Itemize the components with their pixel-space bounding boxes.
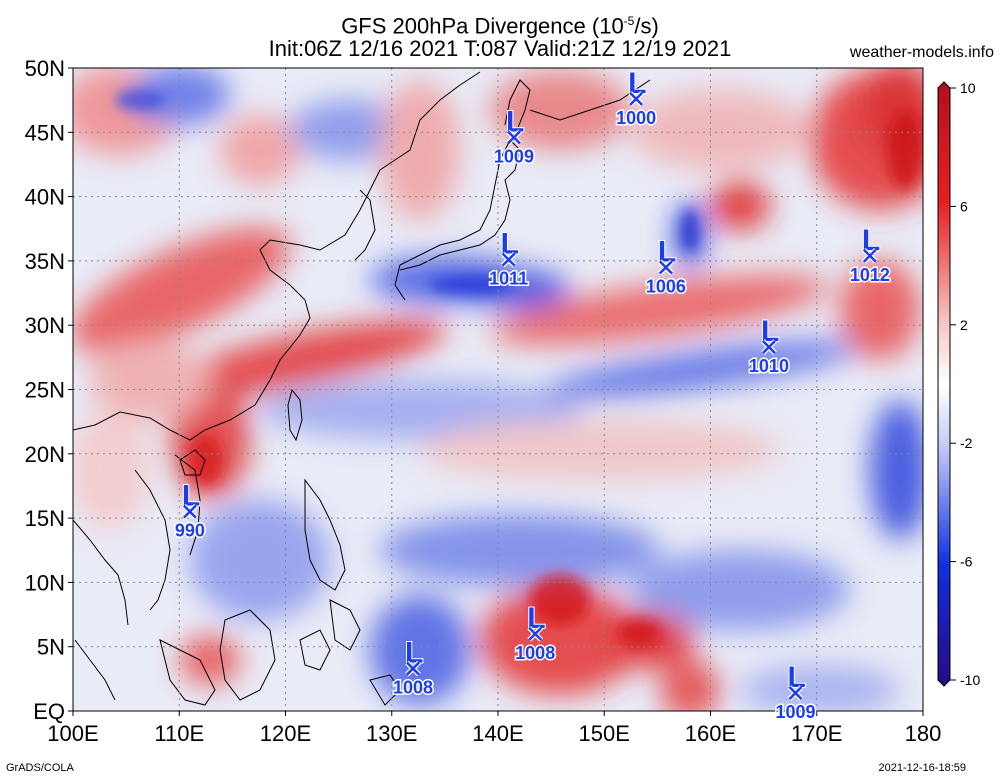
footer-timestamp: 2021-12-16-18:59 — [878, 762, 966, 774]
lat-tick-label: 40N — [25, 185, 65, 210]
chart-title: GFS 200hPa Divergence (10-5/s) — [341, 13, 659, 39]
lat-tick-label: 5N — [37, 635, 65, 660]
colorbar-label: 6 — [960, 198, 968, 214]
low-pressure-value: 990 — [175, 521, 205, 541]
low-pressure-value: 1009 — [494, 146, 534, 166]
lon-tick-label: 130E — [366, 721, 417, 746]
low-cross — [762, 340, 776, 354]
low-cross — [406, 661, 420, 676]
gridlines — [73, 68, 923, 711]
low-pressure-value: 1012 — [850, 265, 890, 285]
lon-tick-label: 120E — [260, 721, 311, 746]
lat-tick-label: EQ — [33, 699, 65, 724]
lon-tick-label: 160E — [685, 721, 736, 746]
low-cross — [788, 686, 803, 700]
low-pressure-value: 1008 — [515, 643, 555, 663]
low-cross — [528, 626, 543, 641]
colorbar-label: 10 — [960, 80, 976, 96]
low-pressure-value: 1006 — [646, 276, 686, 296]
coastlines — [73, 71, 651, 706]
low-cross — [862, 248, 877, 263]
lat-tick-label: 15N — [25, 506, 65, 531]
lat-tick-label: 45N — [25, 120, 65, 145]
lon-tick-label: 170E — [791, 721, 842, 746]
low-pressure-value: 1011 — [489, 269, 528, 289]
lon-tick-label: 150E — [579, 721, 630, 746]
chart-subtitle: Init:06Z 12/16 2021 T:087 Valid:21Z 12/1… — [268, 36, 732, 61]
low-cross — [629, 91, 644, 106]
axes: 100E 110E 120E 130E 140E 150E 160E 170E 180 50N 45… — [25, 56, 942, 746]
lon-tick-label: 100E — [47, 721, 98, 746]
low-pressure-value: 1008 — [393, 678, 433, 698]
low-pressure-value: 1000 — [616, 108, 656, 128]
lat-tick-label: 20N — [25, 442, 65, 467]
colorbar-label: -6 — [960, 554, 973, 570]
lon-tick-label: 140E — [472, 721, 523, 746]
lat-tick-label: 25N — [25, 378, 65, 403]
lat-tick-label: 35N — [25, 249, 65, 274]
lon-tick-label: 180 — [905, 721, 942, 746]
lat-tick-label: 50N — [25, 56, 65, 81]
lat-tick-label: 30N — [25, 313, 65, 338]
low-pressure-value: 1010 — [749, 356, 789, 376]
lon-tick-label: 110E — [154, 721, 204, 746]
low-pressure-value: 1009 — [775, 702, 815, 722]
colorbar-label: -2 — [960, 435, 973, 451]
colorbar-label: 2 — [960, 317, 968, 333]
colorbar-label: -10 — [960, 672, 980, 688]
site-credit[interactable]: weather-models.info — [849, 44, 994, 61]
low-cross — [182, 504, 197, 519]
low-cross — [507, 130, 521, 145]
low-cross — [501, 252, 516, 267]
colorbar: 10 6 2 -2 -6 -10 — [937, 80, 980, 688]
lat-tick-label: 10N — [25, 570, 65, 595]
low-cross — [658, 260, 673, 275]
footer-credit: GrADS/COLA — [6, 762, 74, 774]
